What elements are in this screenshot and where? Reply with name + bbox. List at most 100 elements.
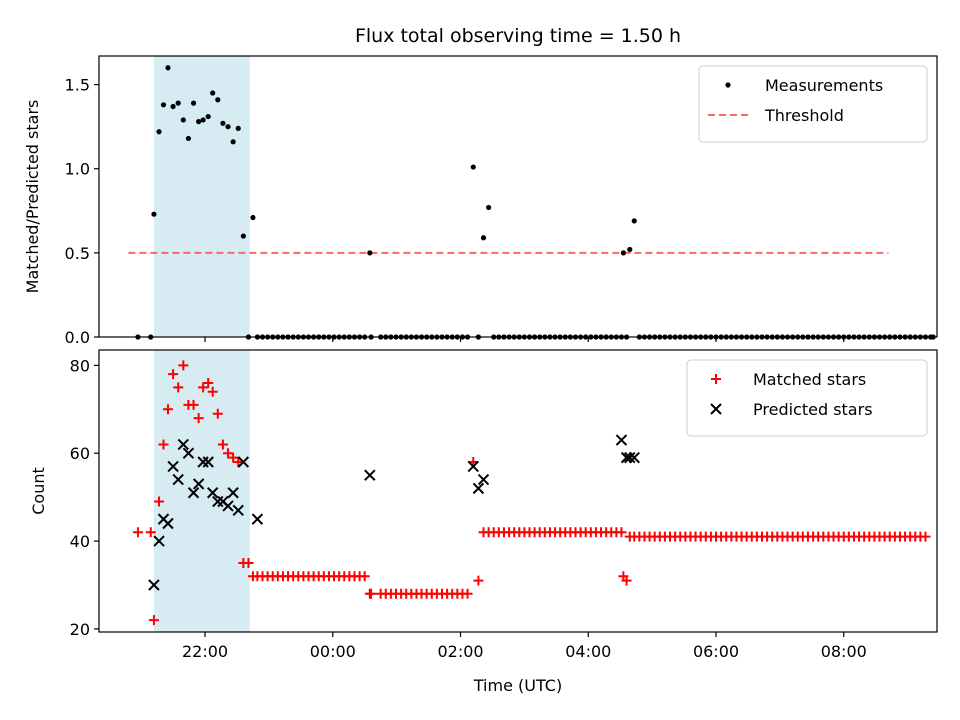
legend-label: Predicted stars bbox=[753, 400, 873, 419]
data-point bbox=[187, 487, 200, 499]
data-point bbox=[920, 531, 931, 542]
data-point bbox=[470, 164, 476, 170]
data-point bbox=[168, 369, 179, 380]
data-point bbox=[182, 447, 195, 459]
data-point bbox=[243, 558, 254, 569]
y-tick-label: 20 bbox=[70, 620, 90, 639]
data-point bbox=[627, 246, 633, 253]
legend-marker-dot bbox=[725, 82, 731, 88]
y-tick-label: 80 bbox=[70, 356, 90, 375]
data-point bbox=[158, 439, 169, 450]
data-point bbox=[196, 119, 202, 125]
data-point bbox=[202, 456, 214, 468]
data-point bbox=[359, 571, 370, 582]
legend-box bbox=[686, 359, 928, 437]
data-point bbox=[212, 408, 223, 419]
data-point bbox=[251, 513, 264, 525]
data-point bbox=[233, 457, 244, 468]
data-point bbox=[225, 124, 231, 130]
data-point bbox=[172, 473, 184, 486]
data-point bbox=[207, 386, 218, 397]
y-tick-label: 1.5 bbox=[65, 76, 90, 95]
legend-marker-x bbox=[710, 403, 722, 415]
data-point bbox=[486, 204, 492, 211]
data-point bbox=[148, 615, 159, 626]
y-axis-label: Matched/Predicted stars bbox=[23, 100, 42, 294]
data-point bbox=[232, 504, 244, 517]
data-point bbox=[215, 97, 221, 103]
x-tick-label: 04:00 bbox=[565, 642, 611, 661]
data-point bbox=[227, 487, 239, 499]
data-point bbox=[177, 438, 190, 451]
data-point bbox=[198, 382, 209, 393]
data-point bbox=[462, 588, 473, 599]
axes-frame bbox=[98, 55, 938, 338]
data-point bbox=[180, 117, 186, 123]
data-point bbox=[178, 360, 189, 371]
x-tick-label: 08:00 bbox=[821, 642, 867, 661]
x-axis-label: Time (UTC) bbox=[473, 676, 562, 695]
data-point bbox=[132, 527, 143, 538]
data-point bbox=[615, 434, 628, 446]
data-point bbox=[624, 451, 636, 464]
y-tick-label: 1.0 bbox=[65, 160, 90, 179]
legend: Matched stars Predicted stars bbox=[686, 359, 928, 437]
x-tick-label: 22:00 bbox=[182, 642, 228, 661]
y-tick-label: 0.5 bbox=[65, 244, 90, 263]
data-point bbox=[153, 535, 165, 547]
data-point bbox=[212, 495, 224, 508]
data-point bbox=[205, 113, 211, 120]
data-point bbox=[621, 575, 632, 586]
data-point bbox=[628, 451, 640, 464]
data-point bbox=[472, 482, 485, 495]
data-point bbox=[175, 100, 181, 106]
x-tick-label: 00:00 bbox=[310, 642, 356, 661]
y-tick-label: 60 bbox=[70, 444, 90, 463]
y-tick-label: 40 bbox=[70, 532, 90, 551]
data-point bbox=[367, 250, 373, 256]
data-point bbox=[364, 469, 376, 481]
data-point bbox=[616, 527, 627, 538]
data-point bbox=[197, 456, 209, 468]
panel-ratio: 0.0 0.5 1.0 1.5 Matched/Predicted stars Measu… bbox=[23, 55, 938, 347]
data-point bbox=[473, 575, 484, 586]
data-point bbox=[220, 120, 226, 126]
data-point bbox=[480, 235, 487, 241]
legend-label: Threshold bbox=[764, 106, 844, 125]
data-point bbox=[165, 65, 171, 71]
observing-span-highlight bbox=[153, 56, 250, 337]
chart-title: Flux total observing time = 1.50 h bbox=[355, 25, 681, 47]
data-point bbox=[217, 439, 228, 450]
data-point bbox=[190, 100, 197, 106]
data-point bbox=[223, 448, 234, 459]
data-point bbox=[477, 473, 490, 486]
data-point bbox=[151, 211, 157, 217]
axes-frame bbox=[98, 349, 938, 633]
x-tick-label: 02:00 bbox=[437, 642, 483, 661]
data-point bbox=[145, 527, 156, 538]
data-point bbox=[206, 487, 219, 499]
data-point bbox=[193, 413, 204, 424]
data-point bbox=[188, 399, 199, 410]
data-point bbox=[162, 404, 173, 415]
data-point bbox=[237, 456, 250, 468]
legend: Measurements Threshold bbox=[698, 65, 928, 143]
data-point bbox=[192, 478, 205, 490]
data-point bbox=[185, 135, 192, 142]
data-point bbox=[631, 218, 637, 224]
data-point bbox=[210, 90, 216, 96]
y-axis-label: Count bbox=[29, 467, 48, 515]
data-point bbox=[230, 139, 236, 145]
data-point bbox=[162, 517, 174, 530]
data-point bbox=[167, 460, 179, 473]
data-point bbox=[240, 233, 246, 239]
legend-marker-plus bbox=[711, 374, 721, 384]
legend-label: Measurements bbox=[765, 76, 883, 95]
data-point bbox=[203, 377, 214, 388]
data-point bbox=[235, 125, 241, 131]
data-point bbox=[228, 452, 239, 463]
data-point bbox=[170, 103, 176, 110]
legend-box bbox=[698, 65, 928, 143]
data-point bbox=[200, 117, 206, 123]
